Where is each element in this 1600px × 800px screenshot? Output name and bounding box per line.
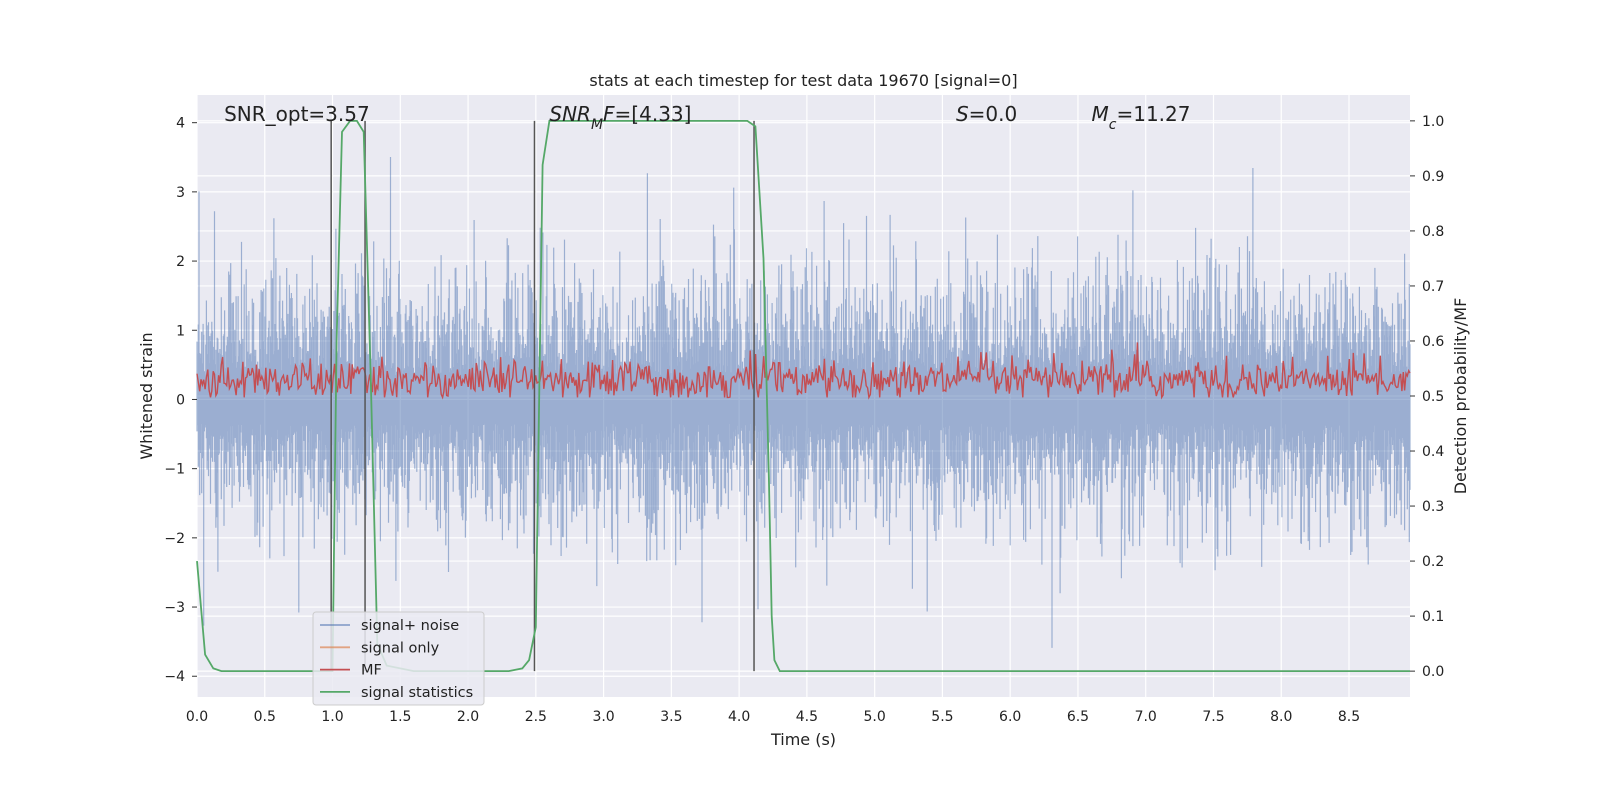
y-tick-label: 4	[176, 116, 185, 132]
x-tick-label: 6.0	[999, 709, 1021, 725]
x-tick-label: 2.0	[457, 709, 479, 725]
x-tick-label: 7.5	[1202, 709, 1224, 725]
y-right-tick-label: 0.9	[1422, 169, 1444, 185]
y-right-tick-label: 0.1	[1422, 609, 1444, 625]
y-right-tick-label: 0.4	[1422, 444, 1444, 460]
x-tick-label: 0.0	[186, 709, 208, 725]
x-tick-label: 8.0	[1270, 709, 1292, 725]
axes-layer: 0.0 0.5 1.0 1.5 2.0 2.5 3.0 3.5 4.0 4.5 5.0 5.5 6.0 6…	[164, 114, 1444, 725]
y-right-tick-label: 1.0	[1422, 114, 1444, 130]
x-tick-label: 0.5	[254, 709, 276, 725]
y-tick-label: 0	[176, 392, 185, 408]
x-tick-label: 2.5	[525, 709, 547, 725]
legend-label: signal only	[361, 640, 440, 656]
legend: signal+ noise signal only MF signal statist…	[312, 611, 485, 706]
y-tick-label: 1	[176, 323, 185, 339]
x-tick-label: 8.5	[1338, 709, 1360, 725]
x-tick-label: 5.5	[931, 709, 953, 725]
x-tick-label: 3.0	[592, 709, 614, 725]
y-right-tick-label: 0.6	[1422, 334, 1444, 350]
legend-label: MF	[361, 663, 382, 679]
x-tick-label: 4.0	[728, 709, 750, 725]
x-tick-label: 1.0	[321, 709, 343, 725]
x-tick-label: 1.5	[389, 709, 411, 725]
y-right-tick-label: 0.2	[1422, 554, 1444, 570]
legend-label: signal statistics	[361, 685, 473, 701]
y-right-tick-label: 0.8	[1422, 224, 1444, 240]
y-tick-label: −3	[164, 600, 185, 616]
y-tick-label: 3	[176, 185, 185, 201]
x-tick-label: 7.0	[1135, 709, 1157, 725]
legend-box	[312, 611, 485, 706]
series-mf	[196, 342, 1411, 400]
annotation-mc: Mc=11.27	[1092, 102, 1191, 133]
annotation-snr-mf: SNRMF=[4.33]	[549, 102, 691, 133]
y-tick-label: −1	[164, 462, 185, 478]
x-axis-label: Time (s)	[770, 730, 836, 749]
annotation-snr-opt: SNR_opt=3.57	[224, 102, 370, 126]
chart-title: stats at each timestep for test data 196…	[589, 71, 1017, 90]
y-tick-label: −4	[164, 669, 185, 685]
series-layer	[196, 157, 1411, 648]
x-tick-label: 6.5	[1067, 709, 1089, 725]
annotation-s: S=0.0	[956, 102, 1017, 126]
x-tick-label: 5.0	[864, 709, 886, 725]
y-right-tick-label: 0.3	[1422, 499, 1444, 515]
y-right-tick-label: 0.5	[1422, 389, 1444, 405]
y-right-tick-label: 0.0	[1422, 664, 1444, 680]
y-axis-label: Whitened strain	[137, 332, 156, 459]
x-tick-label: 4.5	[796, 709, 818, 725]
y-tick-label: 2	[176, 254, 185, 270]
y-tick-label: −2	[164, 531, 185, 547]
legend-label: signal+ noise	[361, 618, 459, 634]
y-right-tick-label: 0.7	[1422, 279, 1444, 295]
x-tick-label: 3.5	[660, 709, 682, 725]
y-axis-label-right: Detection probability/MF	[1451, 298, 1470, 495]
